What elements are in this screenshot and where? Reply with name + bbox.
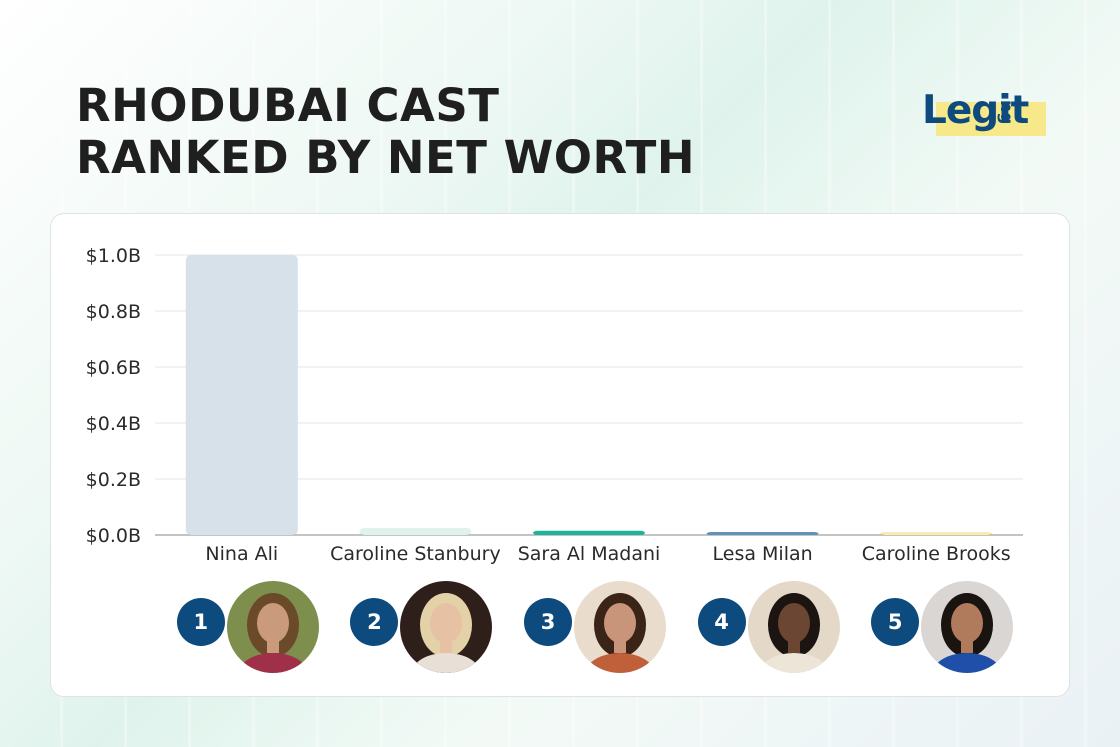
category-label: Nina Ali [205, 543, 278, 565]
y-tick-label: $0.2B [86, 469, 141, 491]
bar-sara-al-madani [533, 530, 645, 535]
y-tick-label: $1.0B [86, 245, 141, 267]
legit-logo: Legit [922, 88, 1046, 138]
logo-text: Legit [922, 88, 1029, 133]
category-label: Caroline Brooks [862, 543, 1011, 565]
portrait-sara-al-madani-icon [574, 581, 666, 673]
logo-suffix: ng [996, 100, 1016, 125]
category-label: Lesa Milan [713, 543, 813, 565]
bar-chart: $0.0B $0.2B $0.4B $0.6B $0.8B $1.0B Nina Ali Ca… [86, 245, 1023, 565]
y-tick-label: $0.8B [86, 301, 141, 323]
page-title: RHODUBAI CAST RANKED BY NET WORTH [76, 80, 695, 184]
rank-badge: 1 [176, 598, 225, 646]
bar-nina-ali [185, 255, 298, 535]
category-label: Sara Al Madani [518, 543, 661, 565]
portrait-lesa-milan-icon [747, 581, 840, 673]
category-label: Caroline Stanbury [330, 543, 501, 565]
rank-badge: 4 [697, 598, 746, 646]
rank-badge: 3 [524, 598, 572, 646]
y-tick-label: $0.0B [86, 525, 141, 547]
portrait-nina-ali-icon [226, 581, 319, 673]
portrait-caroline-stanbury-icon [400, 581, 493, 673]
title-line-2: RANKED BY NET WORTH [76, 131, 695, 184]
bar-caroline-stanbury [359, 528, 472, 535]
logo-highlight [936, 102, 1046, 136]
rank-badge: 5 [871, 598, 920, 646]
y-tick-label: $0.4B [86, 413, 141, 435]
bar-lesa-milan [706, 532, 819, 535]
title-line-1: RHODUBAI CAST [76, 79, 500, 132]
portrait-caroline-brooks-icon [921, 581, 1014, 673]
y-tick-label: $0.6B [86, 357, 141, 379]
bar-caroline-brooks [880, 532, 993, 535]
rank-badge: 2 [350, 598, 399, 646]
chart-card: $0.0B $0.2B $0.4B $0.6B $0.8B $1.0B Nina Ali Ca… [50, 213, 1070, 697]
